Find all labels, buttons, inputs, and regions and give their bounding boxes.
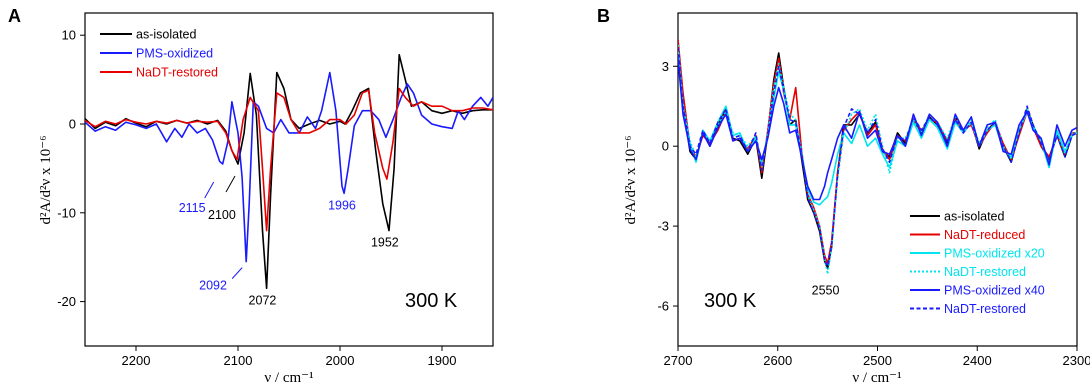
- x-tick-label: 2100: [224, 353, 253, 368]
- annotation-label: 2092: [199, 279, 227, 293]
- annotation-label: 1952: [371, 236, 399, 250]
- series-line-a-2: [85, 87, 493, 232]
- series-line-a-0: [85, 53, 493, 290]
- x-tick-label: 2400: [963, 353, 992, 368]
- panel-b-temperature: 300 K: [704, 290, 757, 312]
- panel-a-plot-frame: [84, 12, 494, 347]
- panel-b-annotations: 2550: [812, 284, 840, 298]
- x-tick-label: 2300: [1063, 353, 1090, 368]
- annotation-leader: [204, 181, 215, 199]
- annotation-label: 2100: [208, 208, 236, 222]
- annotation-label: 2072: [249, 293, 277, 307]
- y-tick-label: -6: [657, 299, 669, 314]
- panel-b-x-axis-label: ν / cm⁻¹: [852, 370, 901, 386]
- panel-b-series: [678, 39, 1077, 275]
- panel-a-legend: as-isolated PMS-oxidized NaDT-restored: [100, 28, 218, 80]
- y-tick-label: -20: [57, 294, 76, 309]
- annotation-label: 2115: [179, 201, 206, 215]
- panel-a-x-axis-label: ν / cm⁻¹: [264, 370, 313, 386]
- legend-label: NaDT-restored: [944, 265, 1026, 279]
- x-tick-label: 2000: [326, 353, 355, 368]
- panel-a-annotations: 2115 2100 2092 2072 1996 1952: [179, 175, 399, 307]
- panel-b-letter: B: [597, 6, 610, 26]
- annotation-label: 2550: [812, 284, 840, 298]
- panel-a-series: [85, 53, 493, 290]
- x-tick-label: 2500: [863, 353, 892, 368]
- x-tick-label: 2200: [122, 353, 151, 368]
- x-tick-label: 2600: [763, 353, 792, 368]
- annotation-leader: [231, 267, 243, 279]
- x-tick-label: 1900: [428, 353, 457, 368]
- y-tick-label: 0: [69, 117, 76, 132]
- legend-label: NaDT-reduced: [944, 228, 1025, 242]
- y-tick-label: 10: [62, 28, 76, 43]
- annotation-leader: [225, 175, 236, 193]
- panel-b-y-axis-label: d²A/d²ν x 10⁻⁶: [623, 136, 639, 225]
- x-tick-label: 2700: [664, 353, 693, 368]
- legend-label: NaDT-restored: [944, 302, 1026, 316]
- y-tick-label: -10: [57, 205, 76, 220]
- panel-a-temperature: 300 K: [405, 290, 458, 312]
- y-tick-label: 0: [662, 139, 669, 154]
- panel-a-letter: A: [8, 6, 21, 26]
- legend-label: as-isolated: [136, 28, 196, 42]
- panel-b: B 2700 2600 2500 2400 2300 3 0 -3 -6 as-isolated…: [597, 6, 1090, 386]
- panel-a-ticks: 2200 2100 2000 1900 10 0 -10 -20: [57, 28, 456, 368]
- legend-label: as-isolated: [944, 210, 1004, 224]
- legend-label: PMS-oxidized: [136, 47, 213, 61]
- legend-label: NaDT-restored: [136, 66, 218, 80]
- legend-label: PMS-oxidized x20: [944, 247, 1045, 261]
- series-line-b-5: [678, 47, 1077, 267]
- panel-b-ticks: 2700 2600 2500 2400 2300 3 0 -3 -6: [657, 59, 1090, 368]
- panel-a: A 2200 2100 2000 1900 10 0 -10 -20 as-isolated P…: [8, 6, 494, 386]
- series-line-a-1: [85, 71, 493, 263]
- annotation-label: 1996: [328, 198, 356, 212]
- y-tick-label: -3: [657, 219, 669, 234]
- panel-a-y-axis-label: d²A/d²ν x 10⁻⁶: [38, 136, 54, 225]
- legend-label: PMS-oxidized x40: [944, 284, 1045, 298]
- panel-b-legend: as-isolated NaDT-reduced PMS-oxidized x20 N…: [910, 210, 1045, 316]
- y-tick-label: 3: [662, 59, 669, 74]
